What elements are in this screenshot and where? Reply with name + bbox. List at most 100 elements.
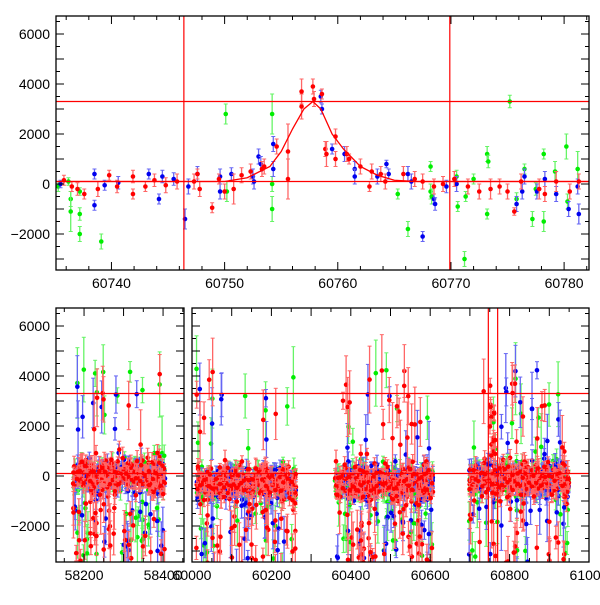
data-point — [77, 510, 82, 515]
data-point — [286, 177, 291, 182]
point-red — [401, 167, 406, 182]
data-point — [485, 212, 490, 217]
data-point — [134, 392, 139, 397]
data-point — [530, 217, 535, 222]
point-green — [530, 212, 535, 227]
data-point — [223, 112, 228, 117]
y-tick-label: 6000 — [19, 26, 50, 42]
data-point — [95, 395, 100, 400]
data-point — [367, 184, 372, 189]
data-point — [146, 172, 151, 177]
data-point — [71, 481, 76, 486]
data-point — [92, 427, 97, 432]
data-point — [131, 192, 136, 197]
data-point — [541, 219, 546, 224]
data-point — [155, 506, 160, 511]
data-point — [291, 375, 296, 380]
data-point — [68, 209, 73, 214]
data-point — [81, 481, 86, 486]
point-green — [270, 177, 275, 192]
data-point — [128, 512, 133, 517]
data-point — [122, 529, 127, 534]
data-point — [520, 189, 525, 194]
data-point — [210, 205, 215, 210]
data-point — [140, 388, 145, 393]
point-red — [299, 79, 304, 104]
point-green — [99, 234, 104, 249]
data-point — [274, 144, 279, 149]
point-blue — [75, 356, 80, 418]
data-point — [126, 542, 131, 547]
y-tick-label: 2000 — [19, 126, 50, 142]
data-point — [148, 512, 153, 517]
data-point — [195, 172, 200, 177]
data-point — [299, 104, 304, 109]
data-point — [222, 189, 227, 194]
data-point — [271, 167, 276, 172]
point-red — [512, 208, 517, 216]
point-red — [505, 184, 510, 199]
data-point — [157, 197, 162, 202]
point-red — [157, 355, 162, 394]
point-green — [44, 209, 49, 219]
data-point — [108, 482, 113, 487]
point-red — [143, 516, 148, 556]
data-point — [147, 469, 152, 474]
point-green — [77, 208, 82, 221]
data-point — [384, 162, 389, 167]
point-green — [384, 353, 389, 388]
data-point — [98, 492, 103, 497]
data-point — [186, 184, 191, 189]
point-blue — [577, 204, 582, 224]
data-point — [77, 538, 82, 543]
point-red — [111, 512, 116, 554]
data-point — [497, 184, 502, 189]
data-point — [139, 463, 144, 468]
point-blue — [92, 200, 97, 210]
point-red — [89, 538, 94, 555]
data-point — [89, 544, 94, 549]
data-point — [564, 144, 569, 149]
point-red — [107, 170, 112, 180]
data-point — [567, 189, 572, 194]
data-point — [231, 187, 236, 192]
data-point — [144, 502, 149, 507]
data-point — [285, 404, 290, 409]
point-green — [471, 174, 476, 184]
data-point — [299, 89, 304, 94]
data-point — [110, 478, 115, 483]
point-blue — [384, 160, 389, 168]
x-tick-label: 60750 — [205, 275, 244, 291]
data-point — [80, 415, 85, 420]
data-point — [113, 427, 118, 432]
data-point — [441, 182, 446, 187]
data-point — [134, 493, 139, 498]
point-blue — [420, 232, 425, 242]
data-point — [432, 184, 437, 189]
data-point — [92, 203, 97, 208]
point-red — [49, 198, 54, 206]
data-point — [94, 451, 99, 456]
point-green — [564, 134, 569, 159]
point-blue — [330, 144, 335, 154]
point-red — [210, 203, 215, 213]
data-point — [543, 177, 548, 182]
data-point — [85, 551, 90, 556]
plot-area — [192, 308, 589, 589]
data-point — [101, 547, 106, 552]
point-red — [197, 182, 202, 197]
point-green — [541, 212, 546, 232]
data-point — [99, 239, 104, 244]
data-point — [263, 408, 268, 413]
point-red — [286, 159, 291, 199]
data-point — [83, 538, 88, 543]
point-red — [96, 182, 101, 197]
data-point — [80, 513, 85, 518]
point-green — [291, 347, 296, 408]
data-point — [102, 183, 107, 188]
plot-area — [44, 16, 599, 270]
point-red — [239, 168, 244, 183]
data-point — [289, 537, 294, 542]
